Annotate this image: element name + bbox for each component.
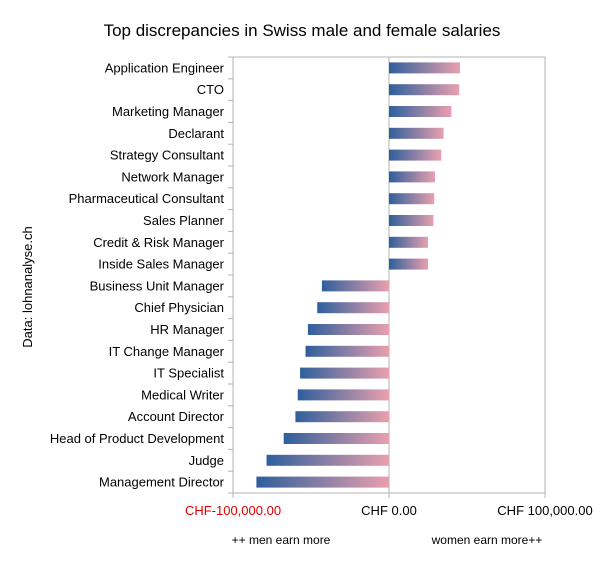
bar: [317, 302, 389, 314]
bar: [389, 258, 428, 270]
category-label: Chief Physician: [134, 300, 224, 315]
annotation-women-earn-more: women earn more++: [431, 533, 543, 547]
bar: [283, 433, 389, 444]
category-label: Network Manager: [121, 169, 224, 184]
bars: [256, 62, 460, 488]
category-label: IT Change Manager: [109, 344, 225, 359]
bar: [389, 193, 435, 205]
category-label: Business Unit Manager: [90, 278, 225, 293]
category-labels: Application Engineer CTO Marketing Manager…: [50, 60, 225, 489]
bar: [389, 127, 444, 139]
category-label: Sales Planner: [143, 213, 225, 228]
bar: [389, 106, 452, 117]
bar: [321, 280, 389, 292]
category-label: Declarant: [168, 126, 224, 141]
category-label: Pharmaceutical Consultant: [69, 191, 225, 206]
bar: [266, 454, 389, 466]
bar: [307, 324, 389, 335]
bar: [389, 84, 460, 96]
bar: [295, 411, 389, 423]
bar: [389, 171, 436, 183]
category-label: Judge: [189, 453, 224, 468]
category-label: Management Director: [99, 475, 225, 490]
bar: [297, 389, 389, 401]
bar: [389, 215, 434, 226]
category-label: Strategy Consultant: [110, 148, 225, 163]
x-tick-label: CHF 100,000.00: [497, 503, 592, 518]
x-tick-labels: CHF-100,000.00 CHF 0.00 CHF 100,000.00: [185, 503, 593, 518]
x-tick-label: CHF-100,000.00: [185, 503, 281, 518]
bar: [389, 236, 428, 248]
category-label: IT Specialist: [153, 366, 224, 381]
bar: [389, 62, 460, 74]
category-label: Credit & Risk Manager: [93, 235, 224, 250]
bar: [389, 149, 442, 161]
category-label: Account Director: [128, 409, 225, 424]
category-label: Application Engineer: [105, 60, 225, 75]
y-axis-label: Data: lohnanalyse.ch: [20, 226, 35, 347]
bar: [305, 345, 389, 357]
category-label: HR Manager: [150, 322, 224, 337]
bar: [256, 476, 389, 488]
annotation-men-earn-more: ++ men earn more: [232, 533, 331, 547]
category-label: Marketing Manager: [112, 104, 225, 119]
category-label: Head of Product Development: [50, 431, 225, 446]
category-label: CTO: [197, 82, 224, 97]
plot-area: [228, 56, 546, 498]
x-tick-label: CHF 0.00: [361, 503, 417, 518]
category-label: Medical Writer: [141, 387, 225, 402]
chart-title: Top discrepancies in Swiss male and fema…: [104, 21, 501, 40]
bar: [300, 367, 389, 379]
category-label: Inside Sales Manager: [98, 257, 224, 272]
